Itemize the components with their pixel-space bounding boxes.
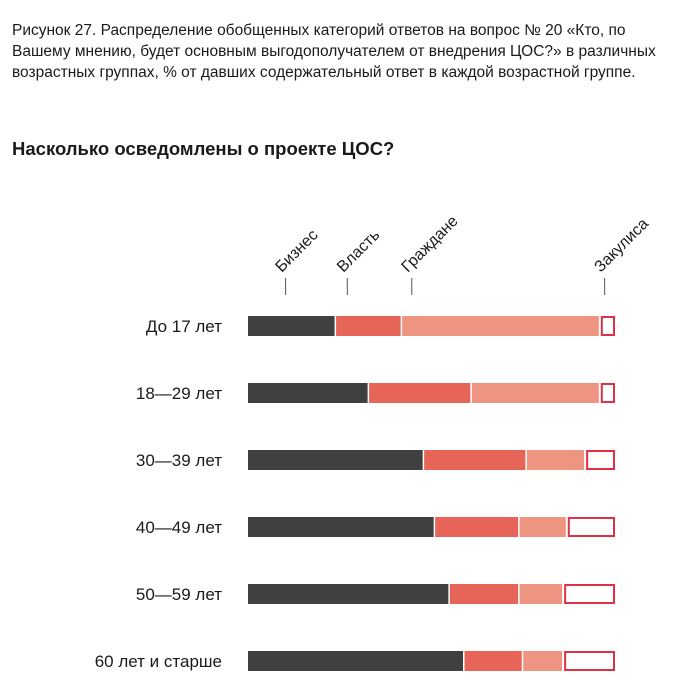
bar-segment [248, 316, 335, 336]
legend-label-1: Власть [334, 227, 383, 276]
bar-segment [519, 584, 563, 604]
category-label: 40—49 лет [136, 518, 222, 537]
category-label: 30—39 лет [136, 451, 222, 470]
bar-segment [567, 517, 615, 537]
legend-label-0: Бизнес [272, 227, 321, 276]
chart-title: Насколько осведомлены о проекте ЦОС? [12, 138, 395, 159]
bar-segment [336, 316, 401, 336]
bar-segment [471, 383, 599, 403]
bar-segment [402, 316, 599, 336]
legend-label-2: Граждане [399, 213, 462, 276]
bar-segment [435, 517, 519, 537]
category-label: 50—59 лет [136, 585, 222, 604]
bar-segment [369, 383, 471, 403]
bar-segment [600, 316, 616, 336]
legend-label-3: Закулиса [591, 215, 652, 276]
bar-segment [464, 651, 522, 671]
bar-segment [424, 450, 526, 470]
figure-caption: Рисунок 27. Распределение обобщенных кат… [12, 22, 656, 81]
bar-segment [586, 450, 616, 470]
category-label: 18—29 лет [136, 384, 222, 403]
bar-segment [248, 584, 449, 604]
bar-segment [248, 383, 368, 403]
bar-segment [248, 450, 423, 470]
bar-segment [449, 584, 519, 604]
bar-segment [523, 651, 563, 671]
bar-segment [564, 651, 615, 671]
bar-segment [564, 584, 615, 604]
bar-segment [248, 517, 434, 537]
bar-segment [526, 450, 585, 470]
category-label: 60 лет и старше [95, 652, 222, 671]
category-label: До 17 лет [146, 317, 222, 336]
bar-segment [600, 383, 616, 403]
bar-segment [248, 651, 464, 671]
bar-segment [519, 517, 566, 537]
